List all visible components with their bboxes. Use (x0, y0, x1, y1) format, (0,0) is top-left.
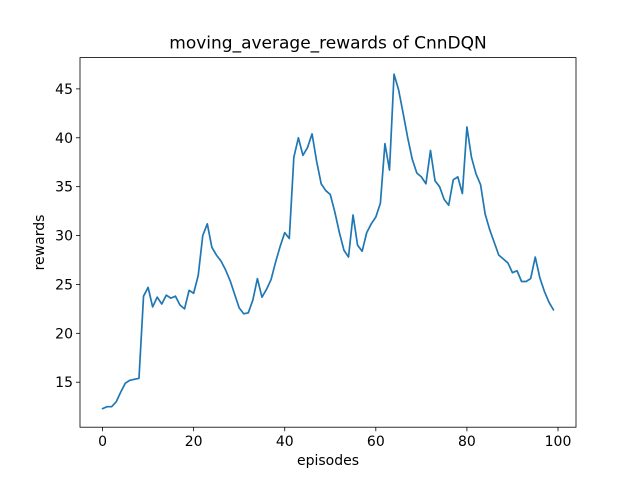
y-tick-label: 40 (55, 131, 73, 147)
plot-area: 0 20 40 60 80 100 15 20 25 30 35 40 45 (55, 57, 577, 450)
y-tick-label: 30 (55, 229, 73, 245)
y-tick-label: 45 (55, 82, 73, 98)
axes-spines (79, 57, 577, 428)
x-tick-label: 0 (98, 434, 107, 450)
y-tick-label: 15 (55, 375, 73, 391)
chart-title: moving_average_rewards of CnnDQN (169, 34, 486, 54)
x-tick-label: 80 (458, 434, 476, 450)
x-tick-label: 40 (276, 434, 294, 450)
x-axis-label: episodes (297, 453, 359, 469)
y-tick-label: 25 (55, 277, 73, 293)
x-tick-label: 20 (185, 434, 203, 450)
data-line-moving_average_rewards (101, 73, 555, 410)
y-tick-label: 35 (55, 180, 73, 196)
x-tick-label: 60 (367, 434, 385, 450)
x-tick-label: 100 (545, 434, 572, 450)
y-axis-label: rewards (32, 215, 48, 271)
y-tick-label: 20 (55, 326, 73, 342)
